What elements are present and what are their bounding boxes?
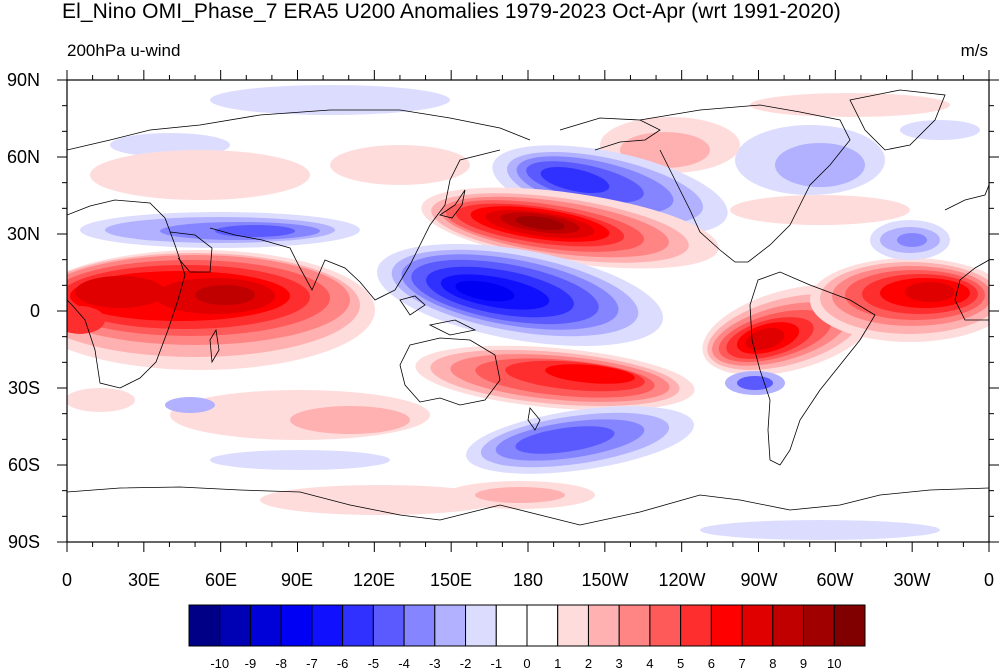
plot-title: El_Nino OMI_Phase_7 ERA5 U200 Anomalies … [62, 0, 841, 23]
colorbar-tick-label: 8 [769, 656, 777, 671]
lon-label-0: 0 [61, 570, 73, 590]
lat-label-30s: 30S [7, 378, 40, 398]
lat-label-eq: 0 [29, 301, 40, 321]
colorbar-tick-label: 5 [677, 656, 685, 671]
variable-label: 200hPa u-wind [67, 41, 181, 60]
lon-label-90e: 90E [280, 570, 314, 590]
lon-label-180: 180 [512, 570, 544, 590]
colorbar-tick-label: 10 [827, 656, 842, 671]
lon-label-60e: 60E [204, 570, 238, 590]
colorbar-tick-label: -8 [275, 656, 287, 671]
colorbar-tick-label: 2 [584, 656, 593, 671]
lat-label-60s: 60S [7, 455, 40, 475]
colorbar-tick-label: -6 [336, 656, 349, 671]
colorbar-tick-label: 6 [707, 656, 715, 671]
colorbar-tick-label: -2 [459, 656, 472, 671]
lon-label-150w: 150W [581, 570, 629, 590]
colorbar-tick-label: -9 [244, 656, 257, 671]
colorbar-tick-label: 0 [523, 656, 531, 671]
lon-label-60w: 60W [816, 570, 854, 590]
units-label: m/s [960, 41, 988, 60]
lon-label-30w: 30W [893, 570, 931, 590]
lon-label-120w: 120W [658, 570, 706, 590]
colorbar-tick-label: -3 [429, 656, 441, 671]
colorbar-tick-label: -5 [367, 656, 380, 671]
colorbar-tick-label: 4 [646, 656, 654, 671]
lat-label-90n: 90N [6, 70, 40, 90]
lon-label-30e: 30E [127, 570, 161, 590]
colorbar-tick-label: 1 [554, 656, 562, 671]
coastlines [67, 89, 989, 526]
lon-label-120e: 120E [352, 570, 396, 590]
colorbar-tick-label: -7 [306, 656, 318, 671]
lon-label-0-east: 0 [983, 570, 995, 590]
lon-label-150e: 150E [429, 570, 473, 590]
lat-label-60n: 60N [6, 147, 40, 167]
anomaly-field [67, 80, 989, 542]
colorbar-tick-label: 7 [738, 656, 746, 671]
colorbar-tick-label: -10 [210, 656, 230, 671]
axis-ticks [57, 70, 999, 552]
colorbar-tick-label: 3 [615, 656, 623, 671]
lat-label-30n: 30N [6, 224, 40, 244]
lat-label-90s: 90S [7, 532, 40, 552]
colorbar-tick-label: -1 [490, 656, 503, 671]
lon-label-90w: 90W [740, 570, 778, 590]
colorbar-tick-label: 9 [799, 656, 808, 671]
colorbar-tick-label: -4 [398, 656, 410, 671]
